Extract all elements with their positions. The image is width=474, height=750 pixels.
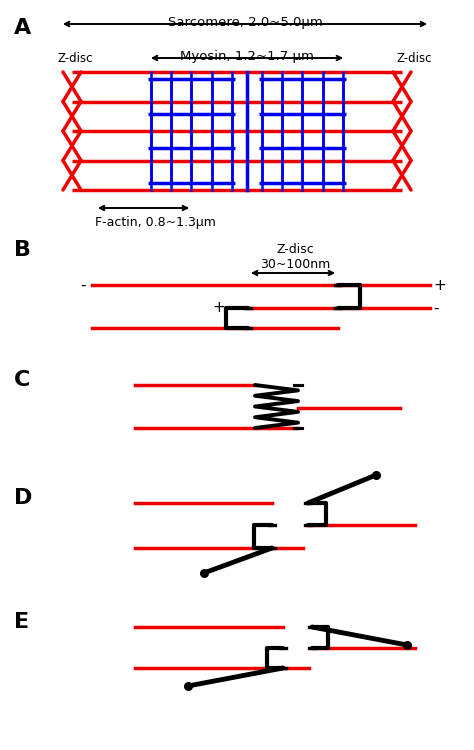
Text: Z-disc: Z-disc [58,52,93,64]
Text: C: C [14,370,30,390]
Text: E: E [14,612,29,632]
Text: -: - [81,278,86,292]
Text: Z-disc: Z-disc [396,52,432,64]
Text: -: - [433,301,438,316]
Text: Z-disc
30~100nm: Z-disc 30~100nm [260,243,330,271]
Text: F-actin, 0.8~1.3μm: F-actin, 0.8~1.3μm [95,216,216,229]
Text: Sarcomere, 2.0~5.0μm: Sarcomere, 2.0~5.0μm [168,16,322,29]
Text: +: + [433,278,446,292]
Text: D: D [14,488,32,508]
Text: +: + [212,301,225,316]
Text: A: A [14,18,31,38]
Text: B: B [14,240,31,260]
Text: Myosin, 1.2~1.7 μm: Myosin, 1.2~1.7 μm [180,50,314,63]
